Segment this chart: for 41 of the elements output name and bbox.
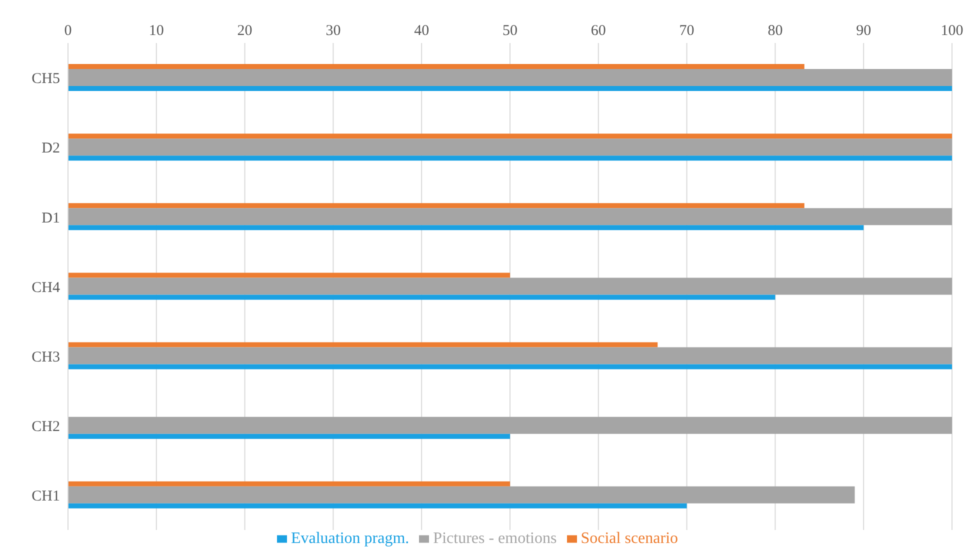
bar (68, 86, 952, 91)
bar (68, 486, 855, 504)
bar (68, 64, 804, 69)
bar (68, 294, 776, 300)
bar (68, 208, 952, 226)
x-tick-label: 30 (326, 23, 341, 39)
bar (68, 342, 658, 348)
bar (68, 278, 952, 295)
legend-label: Evaluation pragm. (290, 530, 410, 547)
y-tick-label: CH3 (32, 349, 60, 366)
bar (68, 364, 952, 370)
x-tick-label: 60 (590, 23, 606, 39)
x-tick-label: 90 (856, 23, 872, 39)
x-tick-label: 50 (502, 23, 518, 39)
bar (68, 225, 864, 230)
x-tick-label: 10 (148, 23, 164, 39)
y-tick-label: CH5 (32, 71, 60, 88)
bar (68, 156, 952, 161)
x-tick-label: 70 (679, 23, 694, 39)
x-tick-label: 20 (237, 23, 252, 39)
bar (68, 203, 804, 208)
bar (68, 434, 510, 439)
bar (68, 69, 952, 86)
bar (68, 138, 952, 156)
x-tick-label: 40 (414, 23, 430, 39)
bar (68, 503, 687, 508)
bar (68, 272, 510, 278)
y-tick-label: D1 (42, 210, 60, 226)
bar (68, 416, 952, 434)
x-tick-label: 100 (940, 23, 964, 39)
bar (68, 134, 952, 139)
x-tick-label: 80 (768, 23, 783, 39)
legend-label: Social scenario (580, 530, 678, 547)
y-tick-label: CH1 (32, 488, 60, 505)
legend-label: Pictures - emotions (433, 530, 557, 547)
bar (68, 347, 952, 364)
y-tick-label: CH2 (32, 418, 60, 435)
x-tick-label: 0 (64, 23, 72, 39)
bar (68, 481, 510, 486)
y-tick-label: CH4 (32, 280, 60, 296)
y-tick-label: D2 (42, 140, 60, 157)
